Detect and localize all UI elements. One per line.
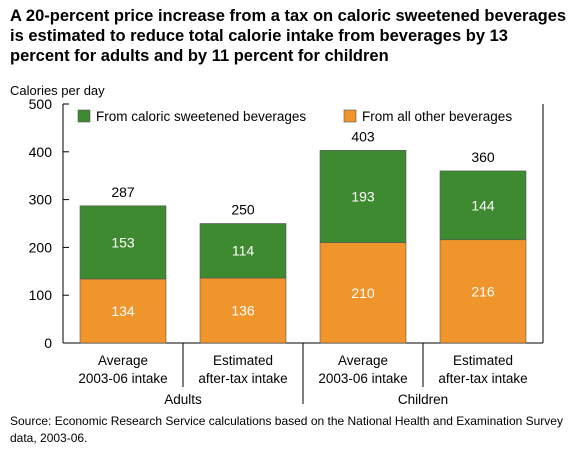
data-label: 134 (111, 303, 135, 319)
x-tick-label: Estimated (213, 353, 273, 368)
total-label: 287 (111, 184, 135, 200)
data-label: 193 (351, 188, 375, 204)
y-tick-label: 100 (29, 287, 53, 303)
y-tick-label: 300 (29, 192, 53, 208)
source-note: Source: Economic Research Service calcul… (10, 414, 563, 445)
bar-segment (79, 278, 167, 344)
x-tick-label: Average (338, 353, 388, 368)
group-label: Adults (164, 392, 202, 407)
y-tick-label: 500 (29, 96, 53, 112)
y-tick-label: 0 (44, 335, 52, 351)
legend-label: From all other beverages (362, 109, 512, 124)
legend-swatch (343, 109, 357, 123)
data-label: 210 (351, 285, 375, 301)
bar-segment (199, 223, 287, 279)
data-label: 114 (232, 243, 255, 259)
y-tick-label: 400 (29, 144, 53, 160)
y-tick-label: 200 (29, 239, 53, 255)
x-tick-label: Estimated (453, 353, 513, 368)
legend-swatch (77, 109, 91, 123)
x-tick-label: 2003-06 intake (318, 371, 407, 386)
bar-segment (319, 150, 407, 243)
data-label: 136 (231, 302, 255, 318)
data-label: 216 (471, 283, 495, 299)
bar-segment (319, 242, 407, 344)
bar-segment (199, 277, 287, 344)
group-label: Children (398, 392, 448, 407)
chart-title: A 20-percent price increase from a tax o… (10, 7, 567, 65)
bar-segment (439, 239, 527, 344)
x-tick-label: Average (98, 353, 148, 368)
legend-label: From caloric sweetened beverages (96, 109, 306, 124)
x-tick-label: 2003-06 intake (78, 371, 167, 386)
x-tick-label: after-tax intake (198, 371, 287, 386)
x-tick-label: after-tax intake (438, 371, 527, 386)
data-label: 153 (111, 234, 135, 250)
total-label: 250 (231, 202, 255, 218)
total-label: 403 (351, 128, 375, 144)
bar-segment (439, 170, 527, 241)
y-axis-label: Calories per day (10, 83, 105, 98)
total-label: 360 (471, 149, 495, 165)
bar-segment (79, 205, 167, 280)
data-label: 144 (471, 197, 495, 213)
